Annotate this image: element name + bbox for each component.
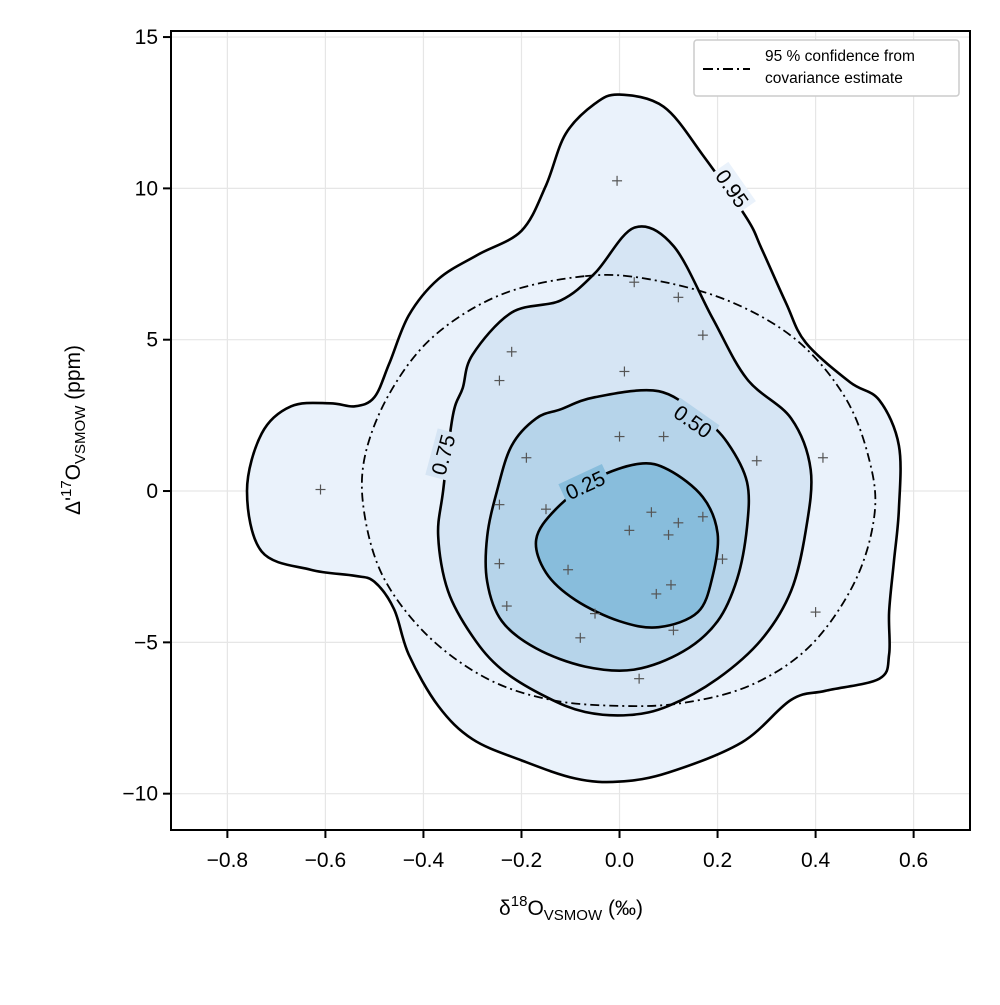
y-axis-ticks: −10 −5 0 5 10 15 (122, 26, 171, 806)
sample-point (651, 588, 662, 599)
sample-point (665, 579, 676, 590)
contour-lines (245, 93, 902, 784)
x-axis-ticks: −0.8 −0.6 −0.4 −0.2 0.0 0.2 0.4 0.6 (207, 830, 928, 872)
contour-labels: 0.950.750.500.25 (425, 161, 756, 507)
contour-line-0.95 (245, 93, 902, 784)
y-tick-label: 5 (146, 329, 158, 352)
sample-point (590, 608, 601, 619)
plot-area: 0.950.750.500.25 (245, 93, 902, 784)
sample-point (501, 601, 512, 612)
sample-point (540, 504, 551, 515)
y-axis-title-main: Δ' (62, 497, 85, 515)
sample-point (817, 452, 828, 463)
sample-point (697, 511, 708, 522)
legend: 95 % confidence from covariance estimate (693, 39, 960, 97)
sample-point (315, 484, 326, 495)
sample-points (315, 175, 828, 684)
sample-point (658, 431, 669, 442)
confidence-ellipse (360, 273, 877, 708)
x-tick-label: 0.6 (899, 849, 928, 872)
x-tick-label: 0.4 (801, 849, 831, 872)
sample-point (668, 625, 679, 636)
y-tick-label: 10 (135, 177, 158, 200)
sample-point (619, 366, 630, 377)
x-axis-title-tail: (‰) (602, 897, 643, 920)
x-axis-title-sub: VSMOW (544, 907, 603, 924)
contour-label-bg (558, 463, 613, 507)
sample-point (614, 431, 625, 442)
sample-point (575, 632, 586, 643)
sample-point (751, 455, 762, 466)
legend-label-line-2: covariance estimate (765, 70, 903, 87)
contour-line-0.50 (484, 388, 751, 672)
x-axis-title-base: O (527, 897, 543, 920)
sample-point (697, 330, 708, 341)
plot-frame (170, 30, 971, 831)
legend-box (693, 39, 960, 97)
x-tick-label: −0.2 (501, 849, 542, 872)
contour-label-bg (708, 161, 756, 215)
x-axis-title-main: δ (499, 897, 511, 920)
sample-point (673, 517, 684, 528)
sample-point (624, 525, 635, 536)
sample-point (634, 673, 645, 684)
x-tick-label: 0.0 (605, 849, 634, 872)
y-tick-label: −10 (122, 783, 158, 806)
y-tick-label: 15 (135, 26, 158, 49)
y-axis-title-tail: (ppm) (62, 345, 85, 406)
x-tick-label: −0.6 (305, 849, 346, 872)
y-axis-title-sup: 17 (58, 480, 75, 497)
sample-point (629, 277, 640, 288)
y-axis-title: Δ'17OVSMOW (ppm) (58, 345, 89, 515)
sample-point (563, 564, 574, 575)
x-axis-title-sup: 18 (511, 893, 528, 910)
contour-fills (247, 94, 901, 783)
sample-point (717, 554, 728, 565)
contour-line-0.75 (436, 225, 813, 717)
sample-point (810, 607, 821, 618)
sample-point (646, 507, 657, 518)
sample-point (612, 175, 623, 186)
y-tick-label: −5 (134, 631, 158, 654)
sample-point (494, 558, 505, 569)
sample-point (506, 346, 517, 357)
y-tick-label: 0 (146, 480, 158, 503)
sample-point (494, 375, 505, 386)
sample-point (673, 292, 684, 303)
y-axis-title-sub: VSMOW (72, 405, 89, 464)
legend-label-line-1: 95 % confidence from (765, 48, 915, 65)
x-axis-title: δ18OVSMOW (‰) (499, 893, 643, 924)
contour-label-bg (666, 397, 720, 445)
sample-point (521, 452, 532, 463)
x-tick-label: 0.2 (703, 849, 732, 872)
x-tick-label: −0.4 (403, 849, 445, 872)
contour-line-0.25 (534, 462, 720, 629)
y-axis-title-base: O (62, 464, 85, 480)
x-tick-label: −0.8 (207, 849, 248, 872)
contour-fill-0.25 (535, 463, 719, 628)
sample-point (663, 529, 674, 540)
sample-point (494, 499, 505, 510)
confidence-ellipse-layer (360, 273, 877, 708)
